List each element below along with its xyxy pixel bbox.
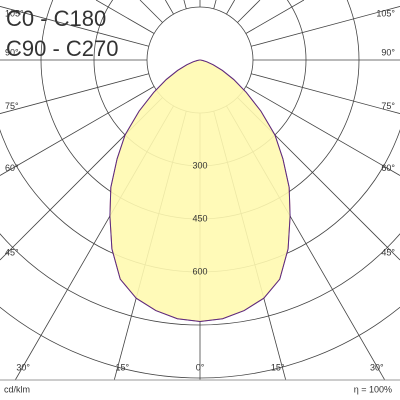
r-tick-label: 450 bbox=[192, 213, 207, 223]
unit-label: cd/klm bbox=[4, 384, 30, 394]
angle-tick-label: 45° bbox=[5, 247, 19, 257]
angle-tick-label: 75° bbox=[381, 101, 395, 111]
grid-spoke bbox=[139, 0, 163, 23]
angle-tick-label: 105° bbox=[376, 8, 395, 18]
angle-tick-label: 15° bbox=[115, 362, 129, 372]
angle-tick-label: 75° bbox=[5, 101, 19, 111]
angle-tick-label: 60° bbox=[381, 163, 395, 173]
plot bbox=[109, 59, 291, 322]
grid-spoke bbox=[213, 0, 217, 9]
grid-spoke bbox=[245, 86, 400, 176]
grid-spoke bbox=[0, 6, 149, 47]
angle-tick-label: 90° bbox=[5, 47, 19, 57]
grid-spoke bbox=[0, 86, 155, 176]
r-tick-label: 300 bbox=[192, 160, 207, 170]
labels: 300 450 600 0° 15° 15° 30° 30° 45° 45° 60° 60° 75° 75… bbox=[5, 8, 395, 372]
r-tick-label: 600 bbox=[192, 266, 207, 276]
grid-spoke bbox=[226, 0, 235, 15]
grid-spoke bbox=[183, 0, 187, 9]
grid-spoke bbox=[165, 0, 174, 15]
grid-spoke bbox=[251, 73, 400, 114]
grid-spoke bbox=[95, 0, 155, 34]
angle-tick-label: 0° bbox=[196, 362, 205, 372]
grid-spoke bbox=[237, 0, 261, 23]
angle-tick-label: 90° bbox=[381, 47, 395, 57]
efficiency-label: η = 100% bbox=[354, 384, 392, 394]
grid-spoke bbox=[251, 6, 400, 47]
grid-spoke bbox=[0, 73, 149, 114]
angle-tick-label: 45° bbox=[381, 247, 395, 257]
angle-tick-label: 30° bbox=[16, 362, 30, 372]
angle-tick-label: 60° bbox=[5, 163, 19, 173]
grid-spoke bbox=[245, 0, 305, 34]
angle-tick-label: 30° bbox=[370, 362, 384, 372]
intensity-curve bbox=[109, 59, 291, 322]
legend-entry: C0 - C180 bbox=[6, 6, 106, 31]
angle-tick-label: 15° bbox=[271, 362, 285, 372]
legend-entry: C90 - C270 bbox=[6, 36, 119, 61]
angle-tick-label: 105° bbox=[5, 8, 24, 18]
